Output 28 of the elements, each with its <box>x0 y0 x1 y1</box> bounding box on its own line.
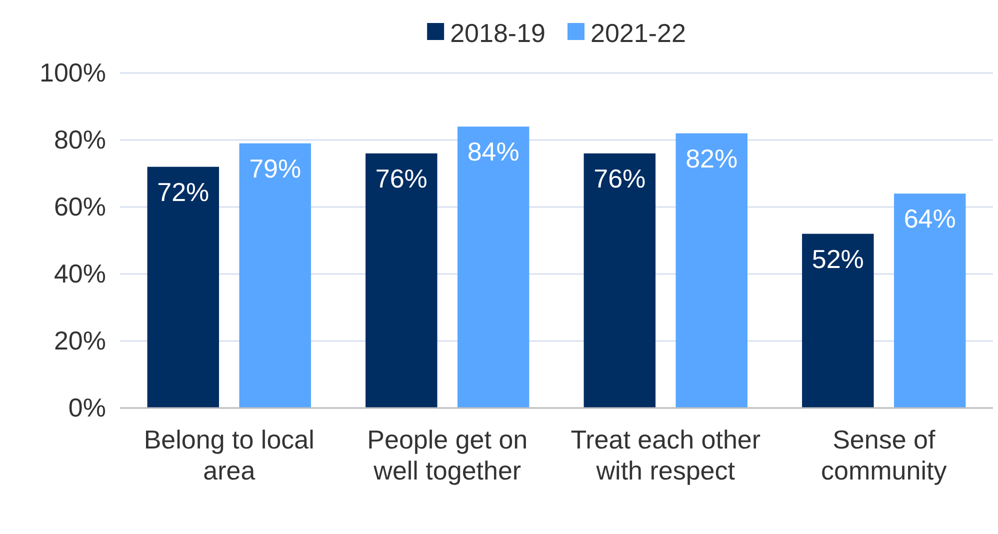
bar <box>457 126 530 408</box>
text: 79% <box>249 153 302 184</box>
text: 76% <box>375 163 428 194</box>
bar <box>894 194 966 408</box>
y-tick-label: 80% <box>54 124 106 154</box>
y-tick-label: 100% <box>40 57 106 88</box>
text: 82% <box>686 143 738 174</box>
y-tick-label: 60% <box>54 191 106 222</box>
x-tick-label: Treat each other with respect <box>570 424 761 486</box>
text: 76% <box>594 163 646 194</box>
text: 64% <box>904 204 956 234</box>
bar <box>802 234 874 408</box>
bar <box>239 143 311 408</box>
x-tick-label: Sense of community <box>821 424 947 486</box>
bar <box>366 153 438 408</box>
bar <box>584 153 656 408</box>
text: 52% <box>812 244 864 274</box>
y-tick-label: 20% <box>54 325 106 356</box>
text: 84% <box>467 136 520 167</box>
text: 72% <box>157 176 210 207</box>
x-tick-label: Belong to local area <box>144 424 314 486</box>
x-tick-label: People get on well together <box>367 424 528 486</box>
bar <box>676 133 748 408</box>
bar <box>147 166 220 408</box>
y-tick-label: 40% <box>54 258 106 288</box>
legend-label: 2018-19 <box>450 18 546 48</box>
y-tick-label: 0% <box>68 392 106 422</box>
legend-label: 2021-22 <box>590 18 686 48</box>
